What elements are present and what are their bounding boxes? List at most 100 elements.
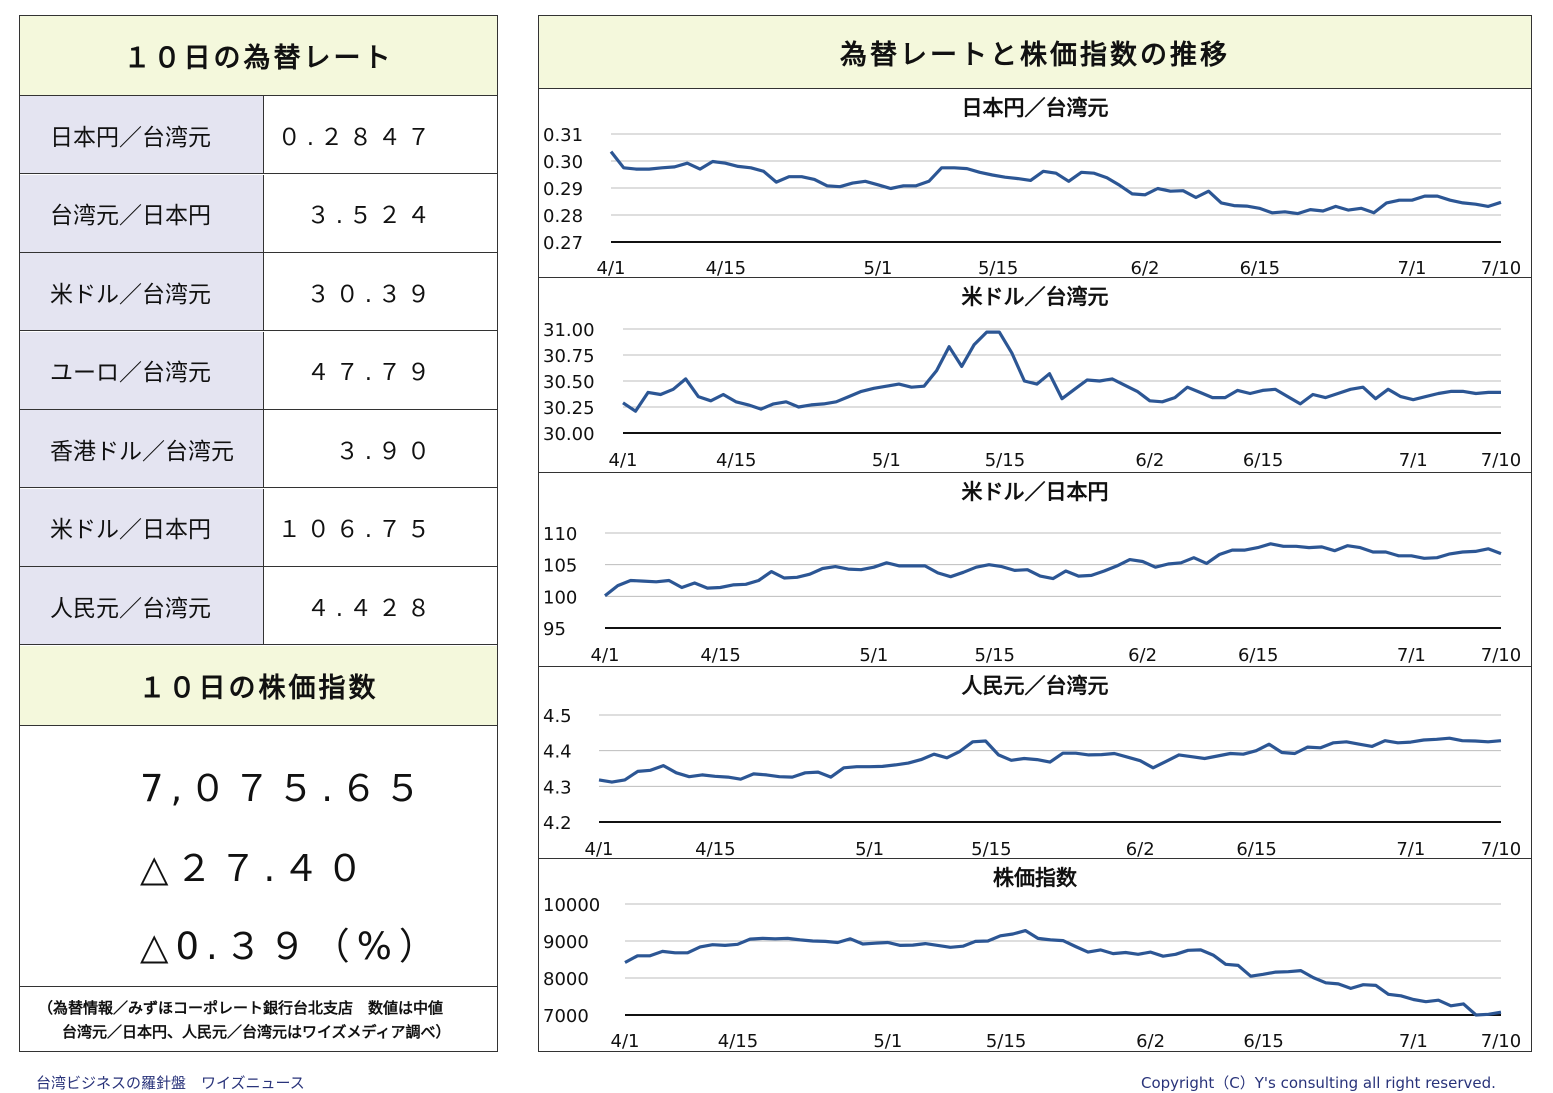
x-tick-label: 5/15 <box>986 1031 1026 1051</box>
index-change: △２７.４０ <box>140 847 371 890</box>
chart-0: 日本円／台湾元 0.31 0.30 0.29 0.28 0.27 4/1 4/15 5/1 5/1… <box>539 89 1531 278</box>
y-tick-label: 0.31 <box>543 125 583 146</box>
rate-value: １０６.７５ <box>277 517 436 543</box>
rate-value: ０.２８４７ <box>277 124 436 151</box>
x-tick-label: 5/15 <box>985 450 1025 471</box>
note-line-1: （為替情報／みずほコーポレート銀行台北支店 数値は中値 <box>38 999 444 1017</box>
x-tick-label: 7/10 <box>1481 839 1521 859</box>
chart-svg: 人民元／台湾元 4.5 4.4 4.3 4.2 4/1 4/15 5/1 5/15 6/2 6/15… <box>543 674 1521 859</box>
y-tick-label: 100 <box>543 587 577 608</box>
series-line <box>609 150 1502 216</box>
x-tick-label: 6/2 <box>1131 258 1160 278</box>
x-tick-label: 5/15 <box>971 839 1011 859</box>
chart-svg: 米ドル／台湾元 31.00 30.75 30.50 30.25 30.00 4/1 4/15 5… <box>543 285 1521 471</box>
y-tick-label: 30.75 <box>543 346 595 367</box>
rate-label: 台湾元／日本円 <box>20 174 264 252</box>
chart-svg: 日本円／台湾元 0.31 0.30 0.29 0.28 0.27 4/1 4/15 5/1 5/1… <box>543 96 1521 278</box>
index-value: 7,０７５.６５ <box>140 767 429 810</box>
x-tick-label: 4/1 <box>609 450 638 471</box>
y-tick-label: 30.00 <box>543 424 595 445</box>
y-tick-label: 30.25 <box>543 398 595 419</box>
chart-4: 株価指数 10000 9000 8000 7000 4/1 4/15 5/1 5/15 6/2 6/… <box>539 859 1531 1051</box>
chart-2: 米ドル／日本円 110 105 100 95 4/1 4/15 5/1 5/15 6/2 6/15 7… <box>539 473 1531 667</box>
series-line <box>604 542 1502 597</box>
x-tick-label: 5/1 <box>873 1031 902 1051</box>
index-title: １０日の株価指数 <box>20 646 497 726</box>
chart-title: 株価指数 <box>993 866 1078 890</box>
x-tick-label: 6/2 <box>1128 645 1157 666</box>
y-tick-label: 0.27 <box>543 233 583 254</box>
rate-label: 香港ドル／台湾元 <box>20 410 264 487</box>
rate-value: ３.５２４ <box>306 203 436 229</box>
note-line-2: 台湾元／日本円、人民元／台湾元はワイズメディア調べ） <box>62 1023 451 1041</box>
y-tick-label: 8000 <box>543 969 589 990</box>
y-tick-label: 31.00 <box>543 320 595 341</box>
rate-value: ３.９０ <box>335 438 436 465</box>
rate-row: 米ドル／台湾元 ３０.３９ <box>20 253 497 331</box>
rate-value: ３０.３９ <box>306 281 436 308</box>
x-tick-label: 4/1 <box>611 1031 640 1051</box>
y-tick-label: 4.2 <box>543 813 572 834</box>
x-tick-label: 4/1 <box>585 839 614 859</box>
x-tick-label: 7/1 <box>1398 258 1427 278</box>
rate-label: 人民元／台湾元 <box>20 567 264 644</box>
x-tick-label: 7/1 <box>1397 645 1426 666</box>
x-tick-label: 4/1 <box>597 258 626 278</box>
x-tick-label: 7/10 <box>1481 450 1521 471</box>
y-tick-label: 4.4 <box>543 742 572 763</box>
series-line <box>624 928 1502 1017</box>
x-tick-label: 7/10 <box>1481 258 1521 278</box>
x-tick-label: 6/15 <box>1238 645 1278 666</box>
x-tick-label: 7/1 <box>1396 839 1425 859</box>
x-tick-label: 7/1 <box>1399 450 1428 471</box>
x-tick-label: 4/15 <box>716 450 756 471</box>
x-tick-label: 4/15 <box>718 1031 758 1051</box>
rate-value: ４.４２８ <box>306 595 436 622</box>
rate-row: ユーロ／台湾元 ４７.７９ <box>20 331 497 410</box>
source-note: （為替情報／みずほコーポレート銀行台北支店 数値は中値 台湾元／日本円、人民元／… <box>20 986 497 1051</box>
x-tick-label: 4/15 <box>700 645 740 666</box>
y-tick-label: 0.28 <box>543 206 583 227</box>
series-line <box>598 736 1502 784</box>
y-tick-label: 4.3 <box>543 777 572 798</box>
x-tick-label: 5/1 <box>855 839 884 859</box>
rates-panel: １０日の為替レート 日本円／台湾元 ０.２８４７ 台湾元／日本円 ３.５２４ 米ドル／台… <box>19 15 498 1052</box>
y-tick-label: 4.5 <box>543 706 572 727</box>
rate-row: 米ドル／日本円 １０６.７５ <box>20 488 497 567</box>
y-tick-label: 0.30 <box>543 152 583 173</box>
y-tick-label: 105 <box>543 556 577 577</box>
rate-label: 日本円／台湾元 <box>20 96 264 173</box>
series-line <box>622 330 1501 413</box>
rate-label: 米ドル／日本円 <box>20 488 264 566</box>
trend-title: 為替レートと株価指数の推移 <box>539 16 1531 89</box>
chart-svg: 株価指数 10000 9000 8000 7000 4/1 4/15 5/1 5/15 6/2 6/… <box>543 866 1521 1051</box>
x-tick-label: 4/15 <box>695 839 735 859</box>
trend-panel: 為替レートと株価指数の推移 日本円／台湾元 0.31 0.30 0.29 0.28 0.2… <box>538 15 1532 1052</box>
x-tick-label: 6/15 <box>1243 450 1283 471</box>
x-tick-label: 6/15 <box>1236 839 1276 859</box>
chart-3: 人民元／台湾元 4.5 4.4 4.3 4.2 4/1 4/15 5/1 5/15 6/2 6/15… <box>539 667 1531 859</box>
x-tick-label: 7/10 <box>1481 645 1521 666</box>
chart-1: 米ドル／台湾元 31.00 30.75 30.50 30.25 30.00 4/1 4/15 5… <box>539 278 1531 473</box>
x-tick-label: 6/15 <box>1243 1031 1283 1051</box>
chart-title: 日本円／台湾元 <box>962 96 1109 120</box>
chart-title: 米ドル／台湾元 <box>962 285 1109 309</box>
rate-label: 米ドル／台湾元 <box>20 253 264 330</box>
chart-title: 米ドル／日本円 <box>962 480 1109 504</box>
y-tick-label: 10000 <box>543 895 600 916</box>
y-tick-label: 7000 <box>543 1006 589 1027</box>
rate-value: ４７.７９ <box>306 360 436 386</box>
rate-row: 香港ドル／台湾元 ３.９０ <box>20 410 497 488</box>
chart-svg: 米ドル／日本円 110 105 100 95 4/1 4/15 5/1 5/15 6/2 6/15 7… <box>543 480 1521 666</box>
y-tick-label: 0.29 <box>543 179 583 200</box>
chart-title: 人民元／台湾元 <box>962 674 1109 698</box>
x-tick-label: 4/1 <box>591 645 620 666</box>
x-tick-label: 4/15 <box>706 258 746 278</box>
footer-brand: 台湾ビジネスの羅針盤 ワイズニュース <box>36 1074 305 1092</box>
y-tick-label: 110 <box>543 524 577 545</box>
x-tick-label: 6/2 <box>1136 1031 1165 1051</box>
x-tick-label: 5/1 <box>872 450 901 471</box>
y-tick-label: 30.50 <box>543 372 595 393</box>
x-tick-label: 5/1 <box>864 258 893 278</box>
index-change-pct: △0.３９（%） <box>140 925 443 968</box>
